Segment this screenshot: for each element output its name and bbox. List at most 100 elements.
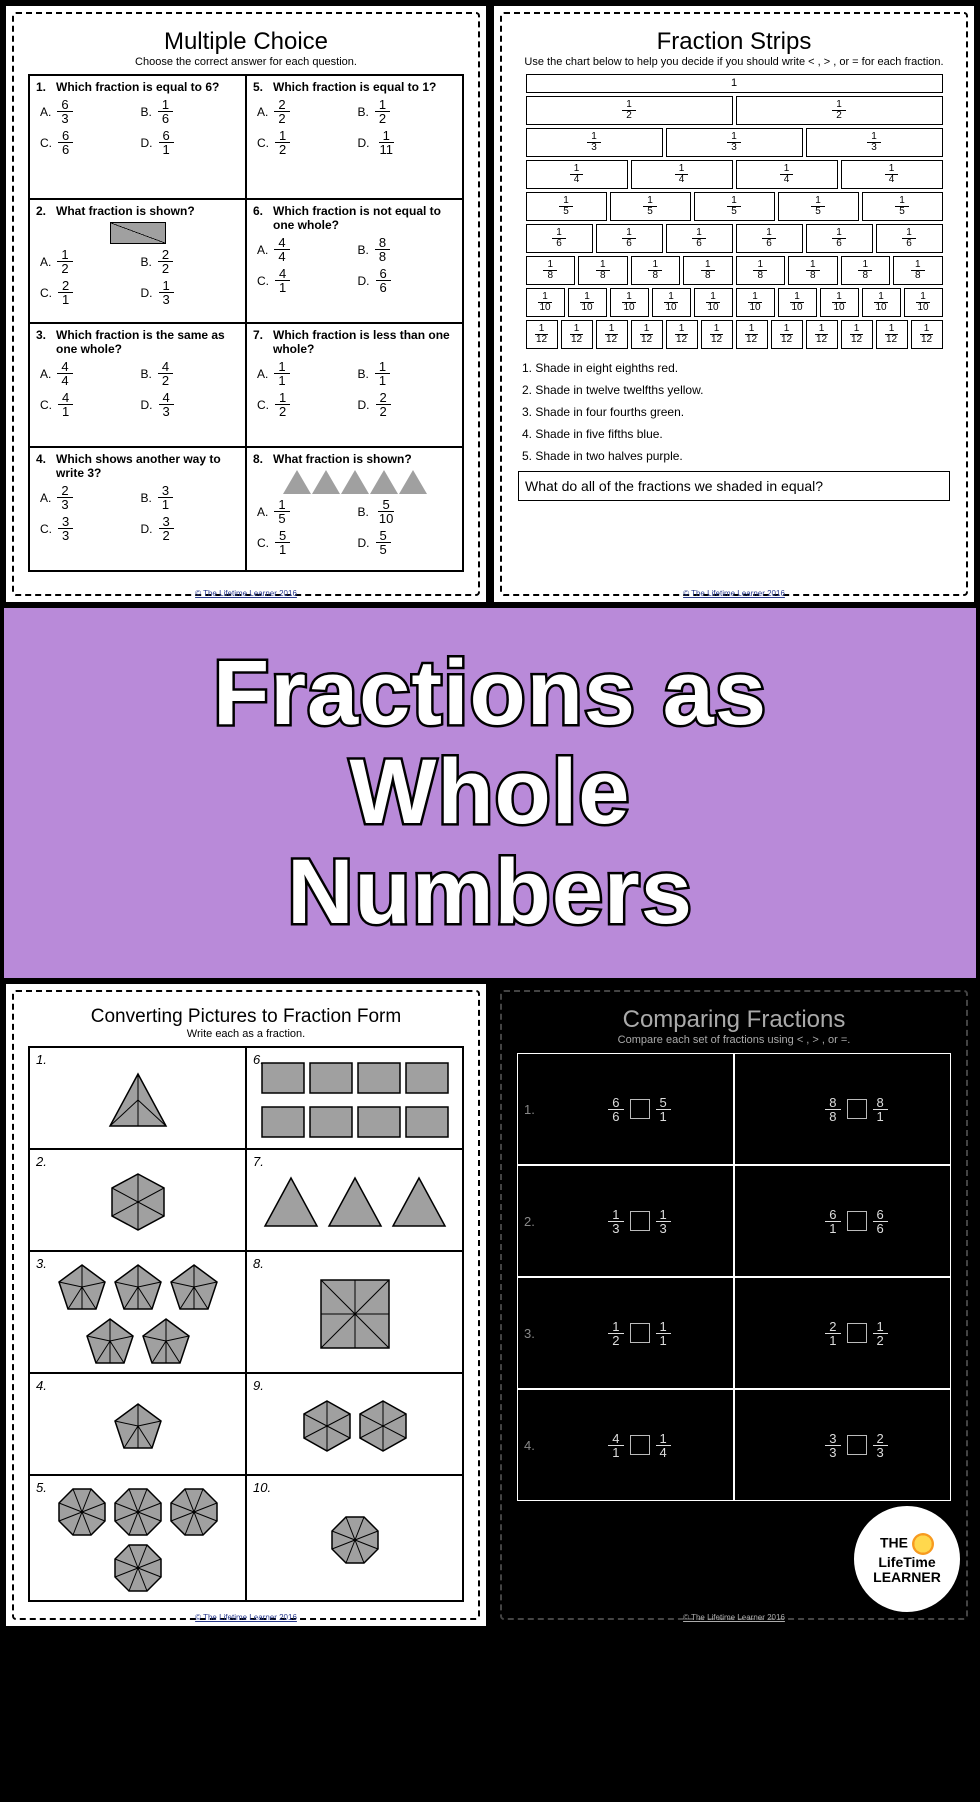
fraction: 14: [780, 164, 794, 185]
strip-cell: 16: [806, 224, 873, 253]
fraction: 112: [777, 324, 796, 345]
mc-option[interactable]: A.15: [257, 498, 356, 525]
shape-icon: [261, 1062, 305, 1094]
answer-box[interactable]: [847, 1211, 867, 1231]
question-number: 6.: [253, 1052, 264, 1067]
fraction: 13: [608, 1208, 623, 1235]
mc-option[interactable]: B.510: [358, 498, 457, 525]
fraction: 15: [727, 196, 741, 217]
mc-option[interactable]: B.12: [358, 98, 457, 125]
question-number: 1.: [36, 1052, 47, 1067]
shape-icon: [56, 1486, 108, 1538]
instruction-item: 4. Shade in five fifths blue.: [522, 427, 956, 441]
mc-option[interactable]: D.32: [141, 515, 240, 542]
fraction: 11: [656, 1320, 671, 1347]
fraction: 12: [275, 391, 290, 418]
fraction: 22: [158, 248, 173, 275]
instruction-item: 1. Shade in eight eighths red.: [522, 361, 956, 375]
answer-box[interactable]: [847, 1099, 867, 1119]
fraction: 110: [829, 292, 848, 313]
conv-question: 3.: [29, 1251, 246, 1373]
fraction: 110: [913, 292, 932, 313]
mc-option[interactable]: C.66: [40, 129, 139, 156]
mc-option[interactable]: A.11: [257, 360, 356, 387]
fraction: 13: [727, 132, 741, 153]
strip-cell: 12: [736, 96, 943, 125]
conv-grid: 1. 6. 2. 7. 3. 8. 4. 9. 5.: [28, 1046, 464, 1602]
fraction: 16: [692, 228, 706, 249]
mc-option[interactable]: D.43: [141, 391, 240, 418]
fraction: 110: [577, 292, 596, 313]
mc-option[interactable]: B.11: [358, 360, 457, 387]
mc-option[interactable]: A.44: [257, 236, 356, 263]
comp-grid: 1. 66 51 88 81 2.: [516, 1052, 952, 1502]
fraction: 32: [159, 515, 174, 542]
fraction: 11: [274, 360, 289, 387]
mc-option[interactable]: A.12: [40, 248, 139, 275]
shape-icon: [325, 1174, 385, 1230]
mc-option[interactable]: C.21: [40, 279, 139, 306]
fs-title: Fraction Strips: [512, 24, 956, 56]
mc-option[interactable]: B.16: [141, 98, 240, 125]
shape-icon: [168, 1486, 220, 1538]
fraction: 15: [643, 196, 657, 217]
answer-box[interactable]: [630, 1099, 650, 1119]
strip-cell: 110: [736, 288, 775, 317]
fraction: 61: [159, 129, 174, 156]
question-number: 7.: [253, 1154, 264, 1169]
fraction: 88: [375, 236, 390, 263]
mc-option[interactable]: A.23: [40, 484, 139, 511]
mc-option[interactable]: C.41: [40, 391, 139, 418]
mc-option[interactable]: C.12: [257, 391, 356, 418]
strip-cell: 112: [806, 320, 838, 349]
comp-question: 4. 41 14: [517, 1389, 734, 1501]
fraction: 15: [811, 196, 825, 217]
mc-option[interactable]: A.44: [40, 360, 139, 387]
shape-icon: [357, 1062, 401, 1094]
mc-option[interactable]: D.61: [141, 129, 240, 156]
mc-option[interactable]: B.22: [141, 248, 240, 275]
strip-cell: 110: [904, 288, 943, 317]
mc-option[interactable]: D.66: [358, 267, 457, 294]
answer-box[interactable]: [630, 1211, 650, 1231]
strip-row: 1: [518, 74, 950, 93]
strip-cell: 14: [841, 160, 943, 189]
worksheet-comparing-fractions: Comparing Fractions Compare each set of …: [492, 982, 976, 1628]
mc-subtitle: Choose the correct answer for each quest…: [24, 56, 468, 68]
mc-option[interactable]: B.42: [141, 360, 240, 387]
mc-option[interactable]: D.55: [358, 529, 457, 556]
mc-option[interactable]: C.41: [257, 267, 356, 294]
answer-box[interactable]: [630, 1435, 650, 1455]
fraction: 112: [847, 324, 866, 345]
fraction: 112: [532, 324, 551, 345]
strip-cell: 110: [694, 288, 733, 317]
fraction: 18: [701, 260, 715, 281]
mc-option[interactable]: D.111: [358, 129, 457, 156]
mc-option[interactable]: C.51: [257, 529, 356, 556]
answer-box[interactable]: [847, 1435, 867, 1455]
mc-question: 5.Which fraction is equal to 1? A.22B.12…: [246, 75, 463, 199]
answer-box[interactable]: [630, 1323, 650, 1343]
mc-option[interactable]: B.31: [141, 484, 240, 511]
mc-option[interactable]: C.33: [40, 515, 139, 542]
mc-option[interactable]: B.88: [358, 236, 457, 263]
strip-row: 15 15 15 15 15: [518, 192, 950, 221]
fraction: 15: [895, 196, 909, 217]
strip-cell: 1: [526, 74, 943, 93]
mc-option[interactable]: A.63: [40, 98, 139, 125]
answer-box[interactable]: [847, 1323, 867, 1343]
mc-option[interactable]: C.12: [257, 129, 356, 156]
fraction: 15: [559, 196, 573, 217]
strip-row: 161616161616: [518, 224, 950, 253]
comp-title: Comparing Fractions: [512, 1002, 956, 1034]
strip-cell: 110: [778, 288, 817, 317]
fraction: 66: [58, 129, 73, 156]
mc-option[interactable]: D.22: [358, 391, 457, 418]
strip-cell: 112: [911, 320, 943, 349]
mc-option[interactable]: D.13: [141, 279, 240, 306]
mc-question: 3.Which fraction is the same as one whol…: [29, 323, 246, 447]
strip-cell: 112: [736, 320, 768, 349]
mc-option[interactable]: A.22: [257, 98, 356, 125]
fraction: 11: [375, 360, 390, 387]
comp-subtitle: Compare each set of fractions using < , …: [512, 1034, 956, 1046]
